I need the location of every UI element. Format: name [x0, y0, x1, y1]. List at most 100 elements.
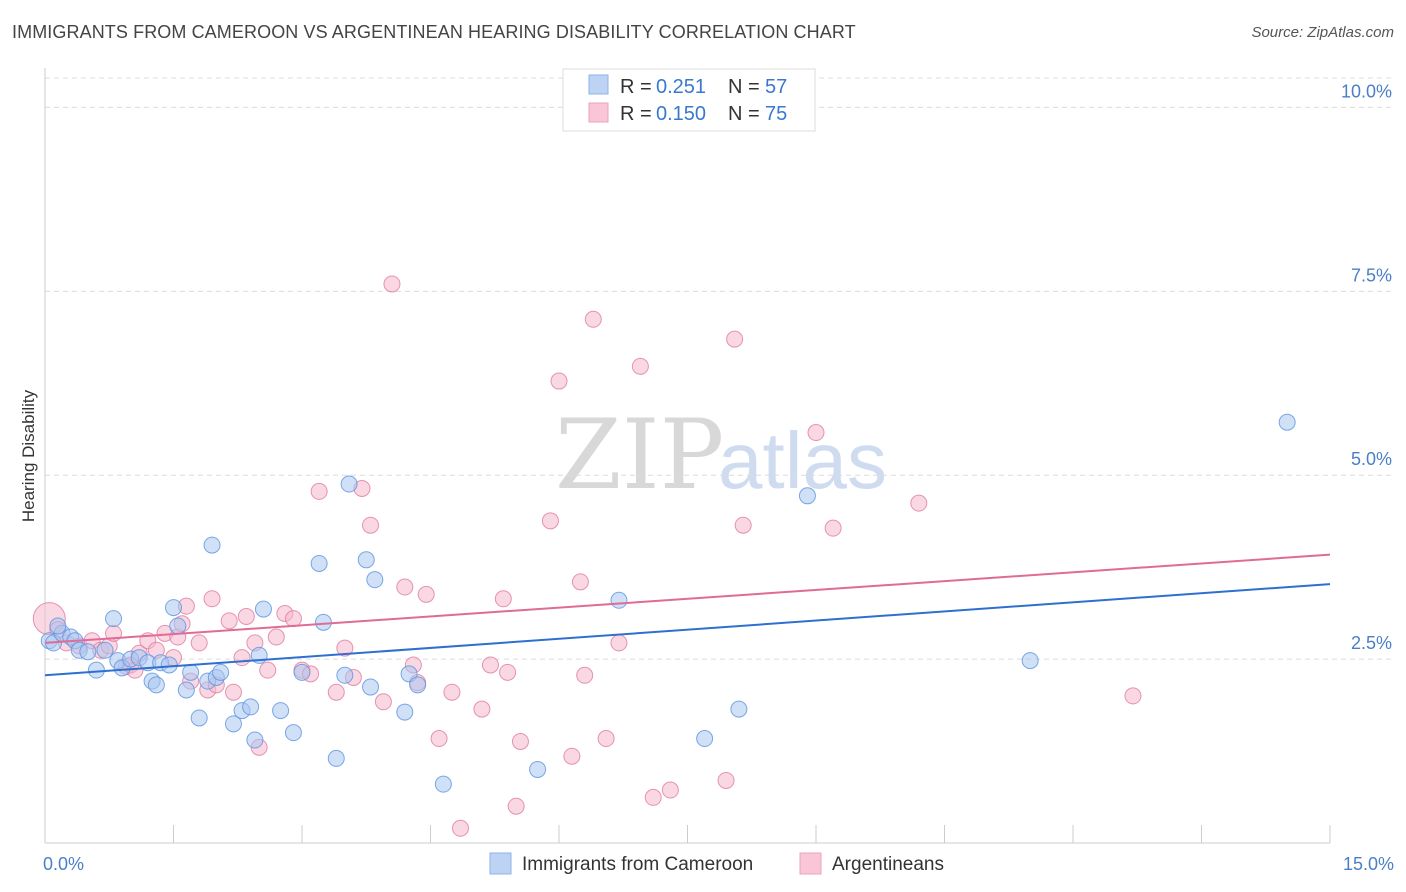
- point-argentineans: [417, 585, 435, 603]
- point-argentineans: [910, 494, 928, 512]
- point-cameroon: [224, 715, 242, 733]
- point-argentineans: [310, 482, 328, 500]
- point-cameroon: [730, 700, 748, 718]
- point-argentineans: [499, 663, 517, 681]
- chart-title: IMMIGRANTS FROM CAMEROON VS ARGENTINEAN …: [12, 22, 856, 42]
- point-argentineans: [383, 275, 401, 293]
- point-cameroon: [96, 641, 114, 659]
- point-argentineans: [220, 612, 238, 630]
- point-argentineans: [734, 516, 752, 534]
- point-cameroon: [203, 536, 221, 554]
- legend-r-label-cameroon: R =: [620, 76, 652, 98]
- y-tick-label: 10.0%: [1341, 81, 1392, 101]
- point-cameroon: [696, 730, 714, 748]
- series-swatch-argentineans: [799, 852, 822, 875]
- point-argentineans: [550, 372, 568, 390]
- point-argentineans: [362, 516, 380, 534]
- point-cameroon: [254, 600, 272, 618]
- point-argentineans: [396, 578, 414, 596]
- point-cameroon: [212, 663, 230, 681]
- y-tick-label: 5.0%: [1351, 449, 1392, 469]
- trend-line-argentineans: [44, 553, 1331, 644]
- legend-swatch-cameroon: [588, 74, 609, 95]
- legend: R = 0.251 N = 57 R = 0.150 N = 75: [562, 68, 816, 132]
- legend-r-value-argentineans: 0.150: [656, 103, 706, 125]
- y-tick-label: 2.5%: [1351, 633, 1392, 653]
- point-cameroon: [610, 591, 628, 609]
- point-cameroon: [49, 617, 67, 635]
- point-argentineans: [507, 797, 525, 815]
- point-argentineans: [571, 573, 589, 591]
- point-cameroon: [160, 656, 178, 674]
- point-argentineans: [644, 788, 662, 806]
- point-argentineans: [267, 628, 285, 646]
- point-cameroon: [396, 703, 414, 721]
- point-cameroon: [327, 749, 345, 767]
- point-cameroon: [177, 681, 195, 699]
- point-cameroon: [409, 676, 427, 694]
- tick-labels: 2.5% 5.0% 7.5% 10.0% 0.0% 15.0%: [43, 81, 1394, 874]
- point-argentineans: [374, 693, 392, 711]
- point-cameroon: [366, 571, 384, 589]
- point-argentineans: [233, 649, 251, 667]
- point-cameroon: [272, 702, 290, 720]
- legend-r-value-cameroon: 0.251: [656, 76, 706, 98]
- point-cameroon: [340, 475, 358, 493]
- series-label-cameroon: Immigrants from Cameroon: [522, 854, 753, 875]
- point-cameroon: [242, 698, 260, 716]
- legend-n-label-cameroon: N =: [728, 76, 760, 98]
- point-argentineans: [541, 512, 559, 530]
- point-argentineans: [327, 683, 345, 701]
- point-cameroon: [246, 731, 264, 749]
- point-cameroon: [1278, 413, 1296, 431]
- point-argentineans: [284, 610, 302, 628]
- legend-r-label-argentineans: R =: [620, 103, 652, 125]
- point-argentineans: [481, 656, 499, 674]
- grid: [45, 77, 1392, 660]
- legend-n-value-argentineans: 75: [765, 103, 787, 125]
- point-argentineans: [336, 639, 354, 657]
- trend-line-cameroon: [44, 583, 1331, 677]
- point-cameroon: [284, 724, 302, 742]
- point-argentineans: [259, 661, 277, 679]
- point-cameroon: [798, 487, 816, 505]
- point-argentineans: [563, 747, 581, 765]
- series-label-argentineans: Argentineans: [832, 854, 944, 875]
- point-cameroon: [314, 613, 332, 631]
- point-argentineans: [224, 683, 242, 701]
- legend-swatch-argentineans: [588, 102, 609, 123]
- point-argentineans: [443, 683, 461, 701]
- point-argentineans: [717, 771, 735, 789]
- watermark-zip: ZIP: [555, 399, 724, 511]
- point-argentineans: [610, 634, 628, 652]
- legend-n-value-cameroon: 57: [765, 76, 787, 98]
- point-argentineans: [203, 590, 221, 608]
- x-tick-label: 0.0%: [43, 854, 84, 874]
- point-cameroon: [182, 663, 200, 681]
- series-swatch-cameroon: [489, 852, 512, 875]
- x-tick-label: 15.0%: [1343, 854, 1394, 874]
- point-argentineans: [597, 730, 615, 748]
- point-cameroon: [529, 760, 547, 778]
- point-argentineans: [237, 607, 255, 625]
- point-cameroon: [87, 661, 105, 679]
- point-argentineans: [190, 634, 208, 652]
- point-cameroon: [169, 617, 187, 635]
- point-cameroon: [310, 554, 328, 572]
- point-argentineans: [584, 310, 602, 328]
- point-cameroon: [362, 678, 380, 696]
- point-cameroon: [105, 610, 123, 628]
- point-cameroon: [293, 663, 311, 681]
- point-cameroon: [336, 666, 354, 684]
- point-argentineans: [430, 730, 448, 748]
- chart-source: Source: ZipAtlas.com: [1251, 24, 1394, 41]
- trend-lines: [44, 553, 1331, 677]
- point-argentineans: [726, 330, 744, 348]
- point-argentineans: [451, 819, 469, 837]
- point-argentineans: [576, 666, 594, 684]
- point-argentineans: [824, 519, 842, 537]
- point-argentineans: [1124, 687, 1142, 705]
- point-cameroon: [1021, 652, 1039, 670]
- point-argentineans: [473, 700, 491, 718]
